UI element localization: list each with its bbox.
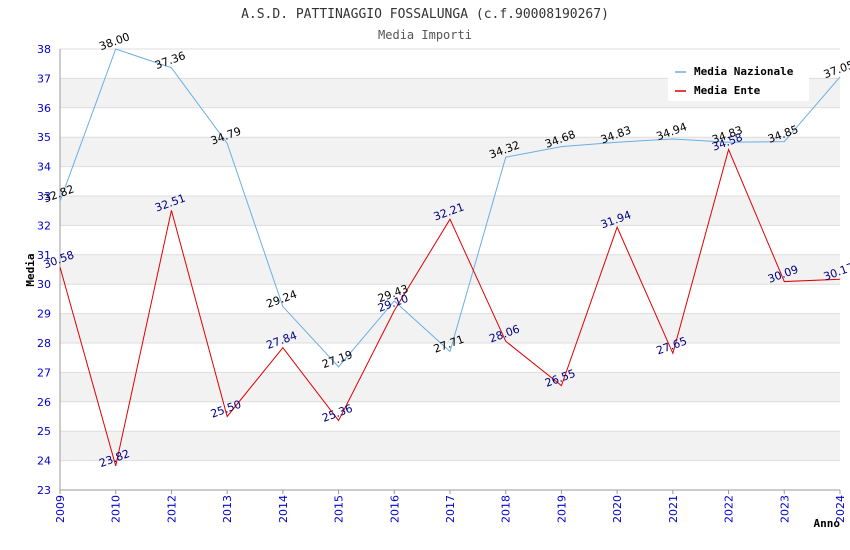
- y-tick-labels: 23 24 25 26 27 28 29 30 31 32 33 34 35 36 37 38: [37, 43, 51, 497]
- data-label-media-ente-2015: 25.36: [320, 402, 354, 425]
- x-tick-2019: 2019: [555, 495, 568, 523]
- chart-subtitle: Media Importi: [378, 28, 472, 42]
- series-group: [59, 48, 841, 467]
- legend-box: [668, 61, 809, 101]
- y-tick-33: 33: [37, 190, 51, 203]
- x-tick-2018: 2018: [500, 495, 513, 523]
- y-tick-23: 23: [37, 484, 51, 497]
- series-line-media-ente: [59, 148, 841, 467]
- series-line-media-nazionale: [59, 48, 841, 368]
- x-tick-2014: 2014: [277, 495, 290, 523]
- y-tick-37: 37: [37, 72, 51, 85]
- chart-title: A.S.D. PATTINAGGIO FOSSALUNGA (c.f.90008…: [241, 7, 609, 22]
- band-28: [60, 313, 840, 343]
- x-tick-2013: 2013: [221, 495, 234, 523]
- legend: Media Nazionale Media Ente: [668, 61, 809, 101]
- x-tick-2016: 2016: [388, 495, 401, 523]
- x-tick-2021: 2021: [667, 495, 680, 523]
- x-tick-2022: 2022: [723, 495, 736, 523]
- band-24: [60, 431, 840, 461]
- data-label-media-nazionale-2014: 29.24: [265, 288, 299, 311]
- band-30: [60, 254, 840, 285]
- x-tick-2012: 2012: [165, 495, 178, 523]
- data-label-media-nazionale-2015: 27.19: [320, 348, 354, 371]
- legend-label-media-ente: Media Ente: [694, 84, 761, 97]
- x-axis-label: Anno: [814, 517, 841, 530]
- y-tick-34: 34: [37, 161, 51, 174]
- y-tick-36: 36: [37, 102, 51, 115]
- y-tick-38: 38: [37, 43, 51, 56]
- y-tick-27: 27: [37, 366, 51, 379]
- y-tick-28: 28: [37, 337, 51, 350]
- x-tick-2015: 2015: [333, 495, 346, 523]
- y-tick-24: 24: [37, 455, 51, 468]
- data-label-media-nazionale-2010: 38.00: [97, 30, 131, 53]
- x-tick-2017: 2017: [444, 495, 457, 523]
- y-tick-31: 31: [37, 249, 51, 262]
- x-tick-2009: 2009: [54, 495, 67, 523]
- data-label-media-nazionale-2024: 37.05: [822, 58, 850, 81]
- x-tick-2010: 2010: [110, 495, 123, 523]
- x-tick-2023: 2023: [778, 495, 791, 523]
- data-label-media-nazionale-2012: 37.36: [153, 49, 187, 72]
- band-32: [60, 196, 840, 226]
- y-tick-30: 30: [37, 278, 51, 291]
- x-tick-2020: 2020: [611, 495, 624, 523]
- y-tick-26: 26: [37, 396, 51, 409]
- y-tick-29: 29: [37, 308, 51, 321]
- x-tick-2024: 2024: [834, 495, 847, 523]
- legend-label-media-nazionale: Media Nazionale: [694, 65, 794, 78]
- band-34: [60, 137, 840, 167]
- y-tick-35: 35: [37, 131, 51, 144]
- x-tick-labels: 2009 2010 2012 2013 2014 2015 2016 2017 2018 2019…: [54, 490, 847, 523]
- y-tick-25: 25: [37, 425, 51, 438]
- band-26: [60, 372, 840, 402]
- y-axis-label: Media: [24, 253, 37, 286]
- y-tick-32: 32: [37, 219, 51, 232]
- background-bands: [60, 78, 840, 461]
